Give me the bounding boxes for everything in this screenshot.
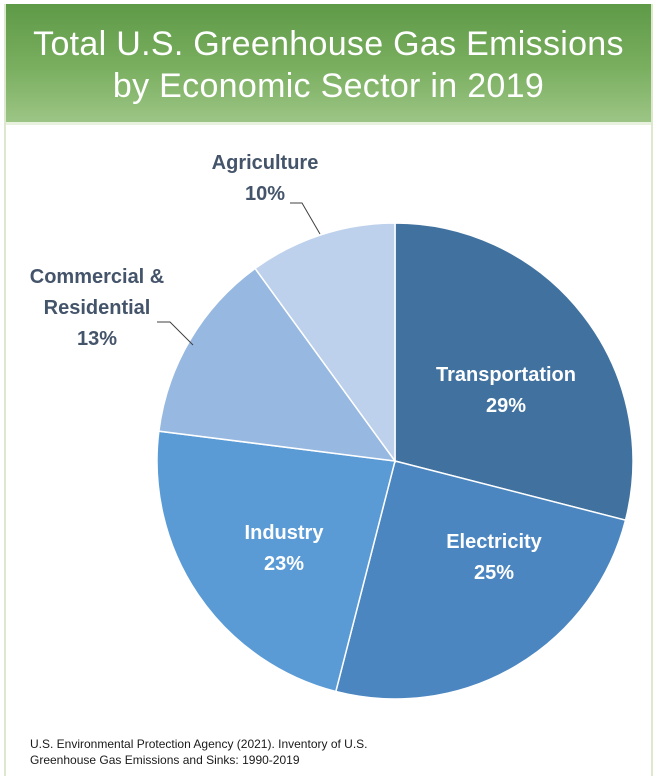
slice-percent-label: 10% <box>245 183 285 205</box>
slice-name-label: Residential <box>44 297 151 319</box>
slice-name-label: Transportation <box>436 364 576 386</box>
slice-labels: Transportation 29% Electricity 25% Industry 2… <box>30 152 576 584</box>
slice-percent-label: 23% <box>264 553 304 575</box>
slice-name-label: Commercial & <box>30 266 165 288</box>
chart-title: Total U.S. Greenhouse Gas Emissions by E… <box>33 19 624 107</box>
slice-name-label: Electricity <box>446 531 542 553</box>
slice-name-label: Industry <box>245 522 325 544</box>
source-line-1: U.S. Environmental Protection Agency (20… <box>30 737 368 751</box>
pie-slice-commercial-residential <box>158 267 397 462</box>
slice-percent-label: 25% <box>474 562 514 584</box>
pie-slice-electricity <box>334 460 627 700</box>
chart-title-line-1: Total U.S. Greenhouse Gas Emissions <box>33 25 624 63</box>
pie-slices <box>156 222 634 700</box>
slice-label-agriculture: Agriculture 10% <box>212 152 319 205</box>
slice-percent-label: 29% <box>486 395 526 417</box>
leader-line-agriculture <box>290 202 321 235</box>
source-line-2: Greenhouse Gas Emissions and Sinks: 1990… <box>30 753 300 767</box>
slice-label-commercial-residential: Commercial & Residential 13% <box>30 266 165 350</box>
slice-label-electricity: Electricity 25% <box>446 531 542 584</box>
slice-name-label: Agriculture <box>212 152 319 174</box>
source-citation: U.S. Environmental Protection Agency (20… <box>30 736 450 768</box>
pie-slice-agriculture <box>254 222 396 464</box>
pie-slice-transportation <box>394 222 634 522</box>
pie-slice-industry <box>156 430 396 693</box>
title-banner: Total U.S. Greenhouse Gas Emissions by E… <box>6 4 651 125</box>
leader-lines <box>157 202 321 346</box>
chart-title-line-2: by Economic Sector in 2019 <box>112 67 545 105</box>
slice-percent-label: 13% <box>77 328 117 350</box>
slice-label-industry: Industry 23% <box>245 522 325 575</box>
leader-line-commercial-residential <box>157 321 194 346</box>
slice-label-transportation: Transportation 29% <box>436 364 576 417</box>
